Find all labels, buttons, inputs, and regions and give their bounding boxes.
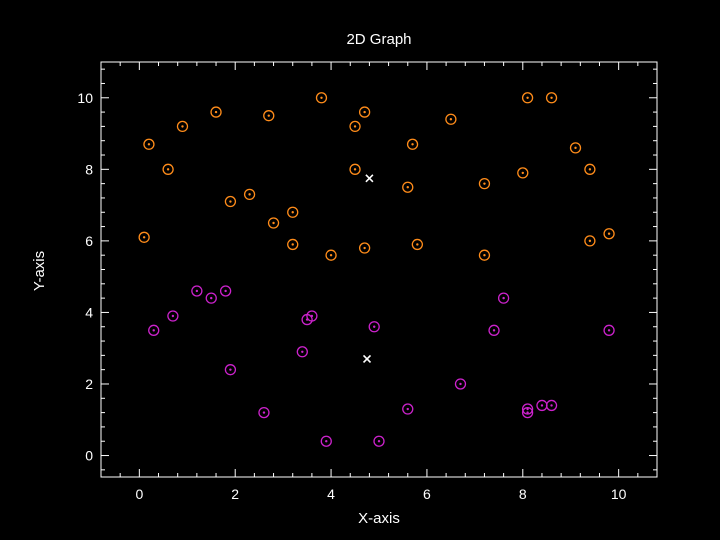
y-tick-label: 2 <box>85 376 93 392</box>
data-point <box>349 120 361 133</box>
data-point <box>488 324 500 336</box>
data-point <box>224 364 237 376</box>
data-point <box>296 346 308 358</box>
chart-title: 2D Graph <box>346 31 411 48</box>
x-tick-label: 0 <box>135 486 143 502</box>
data-point <box>584 235 596 247</box>
data-point <box>358 106 371 118</box>
data-point <box>287 206 299 218</box>
data-point <box>167 310 179 322</box>
data-point <box>545 92 558 104</box>
data-point <box>373 435 385 447</box>
data-point <box>267 217 280 229</box>
data-point <box>263 110 275 122</box>
data-point <box>478 249 491 261</box>
y-axis-label: Y-axis <box>31 251 48 291</box>
data-point <box>320 435 332 447</box>
data-point <box>205 292 217 304</box>
y-tick-label: 4 <box>85 304 93 320</box>
data-point <box>603 228 615 240</box>
data-point <box>365 174 374 183</box>
plot-frame <box>100 61 658 478</box>
data-point <box>454 378 467 390</box>
data-point <box>584 163 596 175</box>
data-point <box>603 324 615 336</box>
data-point <box>406 138 419 150</box>
data-point <box>258 406 270 419</box>
data-point <box>210 106 222 118</box>
data-point <box>402 403 414 415</box>
data-point <box>287 238 299 251</box>
data-point <box>521 406 534 419</box>
data-point <box>411 238 423 251</box>
data-point <box>536 399 548 412</box>
data-point <box>349 163 361 175</box>
data-point <box>497 292 510 304</box>
data-points <box>138 92 615 447</box>
data-point <box>219 285 232 297</box>
data-point <box>176 120 189 133</box>
data-point <box>325 249 337 261</box>
data-point <box>478 177 491 190</box>
data-point <box>517 167 529 179</box>
x-tick-label: 2 <box>231 486 239 502</box>
y-tick-label: 10 <box>77 90 93 106</box>
data-point <box>545 399 558 412</box>
data-point <box>138 231 150 243</box>
x-tick-label: 10 <box>611 486 627 502</box>
x-axis-label: X-axis <box>358 510 400 527</box>
axis-ticks: 0 2 4 6 8 10 0 2 4 6 8 10 <box>77 62 658 502</box>
y-tick-label: 0 <box>85 448 93 464</box>
data-point <box>162 163 174 175</box>
data-point <box>306 310 318 322</box>
data-point <box>402 181 414 193</box>
data-point <box>224 195 237 208</box>
data-point <box>243 188 256 201</box>
x-tick-label: 4 <box>327 486 335 502</box>
data-point <box>358 242 371 254</box>
data-point <box>569 142 582 154</box>
data-point <box>143 138 155 150</box>
y-tick-label: 6 <box>85 233 93 249</box>
data-point <box>521 92 534 104</box>
data-point <box>521 403 534 415</box>
y-tick-label: 8 <box>85 161 93 177</box>
x-tick-label: 6 <box>423 486 431 502</box>
data-point <box>368 321 380 333</box>
x-tick-label: 8 <box>519 486 527 502</box>
data-point <box>362 354 372 364</box>
data-point <box>445 113 457 125</box>
data-point <box>315 92 328 104</box>
data-point <box>191 285 203 297</box>
data-point <box>148 324 160 336</box>
